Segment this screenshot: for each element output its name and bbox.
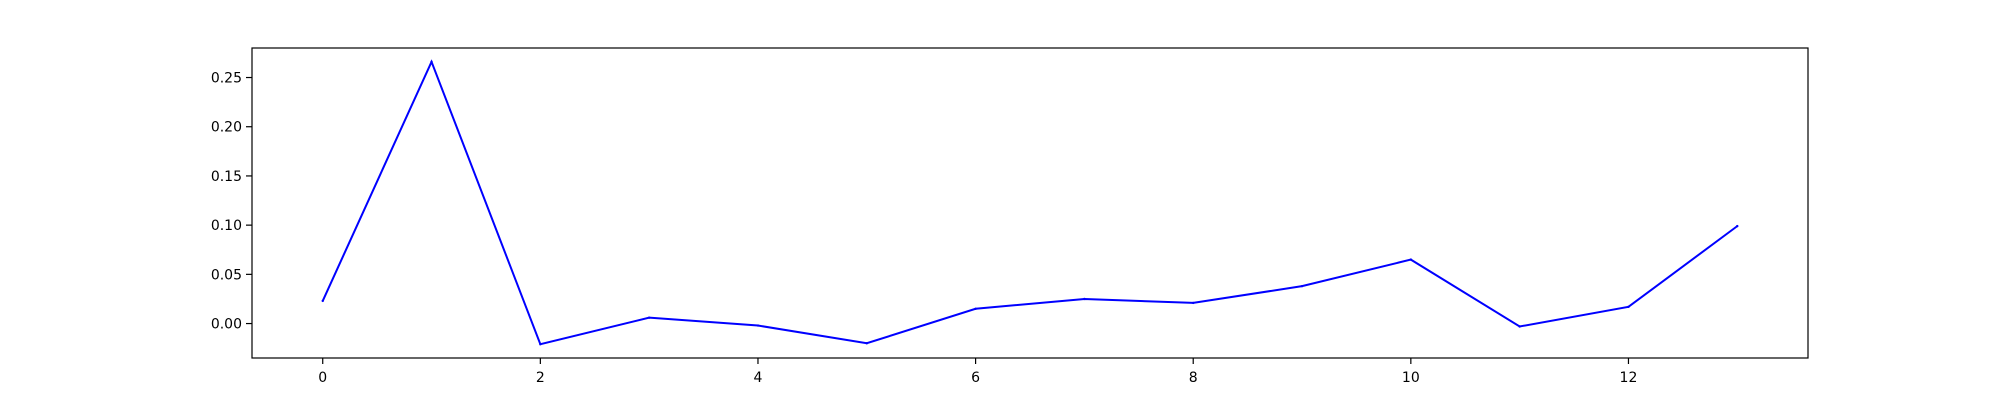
data-point	[1736, 224, 1739, 228]
data-point	[756, 324, 760, 327]
data-point	[321, 299, 324, 303]
x-tick-label: 12	[1620, 370, 1638, 386]
data-point	[647, 316, 651, 319]
x-tick-label: 2	[536, 370, 545, 386]
data-point	[865, 342, 868, 345]
data-point	[1083, 297, 1086, 301]
y-tick-label: 0.00	[211, 317, 242, 333]
data-point	[539, 343, 542, 346]
axes-frame	[251, 47, 1809, 359]
data-point	[1518, 325, 1521, 328]
y-tick-label: 0.05	[211, 267, 242, 283]
series-line-0	[321, 59, 1738, 346]
data-point	[1300, 284, 1304, 288]
x-tick-label: 8	[1189, 370, 1198, 386]
plot-layer: 0 2 4 6 8 10 12 0.00 0.05 0.10 0.15 0.20 0.25	[211, 59, 1739, 386]
x-tick-label: 0	[318, 370, 327, 386]
data-point	[430, 60, 433, 63]
data-point	[1192, 301, 1195, 305]
data-point	[1627, 305, 1630, 309]
data-point	[1409, 258, 1413, 261]
data-point	[974, 307, 977, 310]
y-tick-label: 0.15	[211, 169, 242, 185]
y-tick-label: 0.20	[211, 120, 242, 136]
y-tick-label: 0.25	[211, 71, 242, 87]
x-tick-label: 4	[754, 370, 763, 386]
x-tick-label: 6	[971, 370, 980, 386]
x-tick-label: 10	[1402, 370, 1420, 386]
y-tick-label: 0.10	[211, 218, 242, 234]
